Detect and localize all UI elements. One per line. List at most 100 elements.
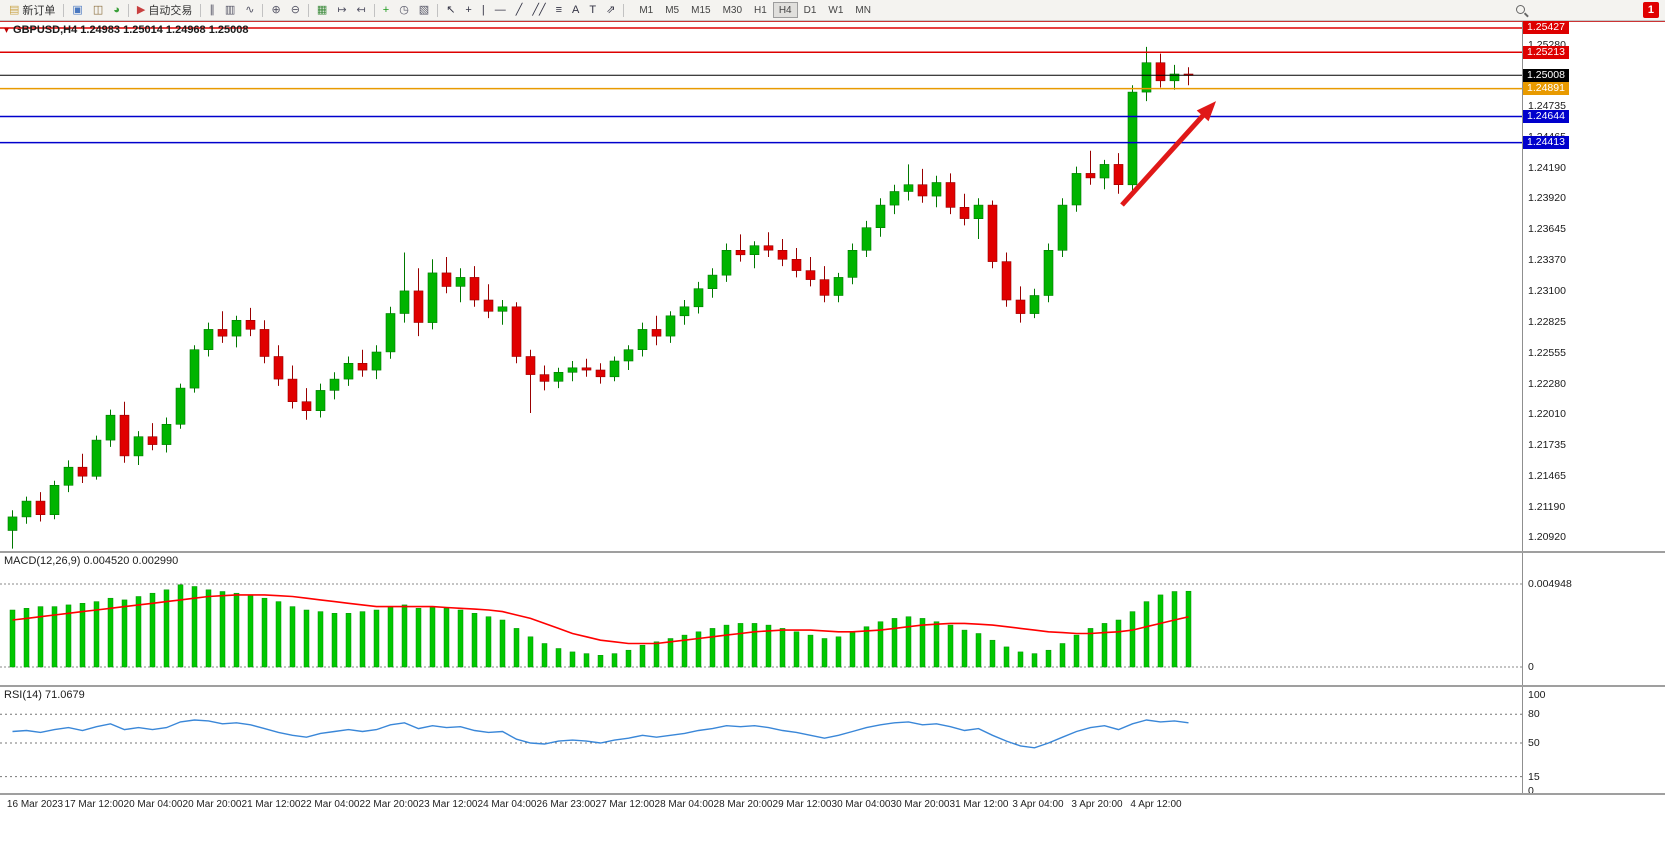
macd-axis[interactable]: 0.004948 0 [1522,553,1665,685]
auto-scroll-button[interactable]: ↦ [332,2,351,19]
time-axis[interactable]: 16 Mar 2023 17 Mar 12:00 20 Mar 04:00 20 Ma… [0,795,1665,819]
candle [273,356,284,380]
timeframe-button-d1[interactable]: D1 [803,4,817,16]
price-tick: 1.22010 [1528,408,1566,420]
timeframe-button-m5[interactable]: M5 [665,4,680,16]
timeframe-button-m30[interactable]: M30 [722,4,743,16]
time-label: 22 Mar 20:00 [359,799,419,810]
timeframe-button-m1[interactable]: M1 [639,4,654,16]
candle [945,182,956,208]
channel-icon: ╱╱ [532,3,546,16]
macd-bar [219,591,226,668]
candle [161,423,172,445]
time-label: 20 Mar 04:00 [123,799,183,810]
text-label-button[interactable]: T [584,2,601,19]
panel-divider[interactable] [0,685,1665,687]
timeframe-button-w1[interactable]: W1 [828,4,844,16]
price-tick: 1.23920 [1528,192,1566,204]
rsi-panel[interactable]: RSI(14) 71.0679 100 80 50 15 0 [0,687,1665,797]
market-watch-button[interactable]: ◕ [108,2,125,19]
candle [819,279,830,296]
main-chart-panel[interactable]: ▾ GBPUSD,H4 1.24983 1.25014 1.24968 1.25… [0,21,1665,551]
macd-bar [835,636,842,668]
candle [777,250,788,260]
candlestick-chart[interactable] [0,22,1522,551]
periods-button[interactable]: ◷ [394,2,414,19]
time-label: 4 Apr 12:00 [1130,799,1182,810]
price-tick: 1.20920 [1528,531,1566,543]
candle [1169,73,1180,82]
macd-bar [485,616,492,668]
macd-bar [555,648,562,668]
timeframe-button-mn[interactable]: MN [855,4,871,16]
bar-chart-button[interactable]: ∥ [204,2,220,19]
notification-badge[interactable]: 1 [1642,2,1659,18]
crosshair-button[interactable]: + [460,2,476,19]
autotrade-button[interactable]: ▶ 自动交易 [132,2,197,19]
macd-label: MACD(12,26,9) 0.004520 0.002990 [4,555,179,567]
candle [329,378,340,391]
time-label: 30 Mar 04:00 [831,799,891,810]
candle [483,299,494,312]
macd-signal-line [12,594,1189,645]
tile-windows-button[interactable]: ▦ [312,2,332,19]
candle [749,245,760,255]
macd-bar [443,608,450,668]
indicators-button[interactable]: + [378,2,394,19]
candlestick-chart-button[interactable]: ▥ [220,2,240,19]
macd-bar [359,611,366,668]
macd-bar [709,628,716,668]
horizontal-line-button[interactable]: — [490,2,511,19]
candle [1155,62,1166,82]
price-axis[interactable]: 1.252801.247351.244651.241901.239201.236… [1522,21,1665,551]
panel-divider[interactable] [0,551,1665,553]
line-chart-button[interactable]: ∿ [240,2,259,19]
candle [763,245,774,251]
candle [21,500,32,518]
search-icon[interactable] [1516,5,1525,14]
new-order-button[interactable]: ▤ 新订单 [4,2,60,19]
timeframe-button-m15[interactable]: M15 [691,4,711,16]
timeframe-button-h1[interactable]: H1 [754,4,767,16]
arrows-tool-button[interactable]: ⇗ [601,2,620,19]
candle [231,319,242,337]
timeframe-button-h4[interactable]: H4 [772,2,798,18]
panel-divider[interactable] [0,793,1665,795]
candle [539,374,550,382]
candle [1099,164,1110,179]
zoom-out-button[interactable]: ⊖ [286,2,305,19]
price-badge-1.24891: 1.24891 [1523,82,1569,95]
cursor-button[interactable]: ↖ [441,2,460,19]
templates-button[interactable]: ▧ [414,2,434,19]
macd-bar [261,597,268,668]
vertical-line-button[interactable]: | [477,2,490,19]
trend-arrow[interactable] [1120,112,1206,207]
time-label: 17 Mar 12:00 [64,799,124,810]
shapes-button[interactable]: A [567,2,584,19]
candle [1085,173,1096,179]
chart-shift-button[interactable]: ↤ [352,2,371,19]
rsi-axis[interactable]: 100 80 50 15 0 [1522,687,1665,797]
candle [1071,173,1082,206]
rsi-axis-tick: 80 [1528,708,1540,720]
trendline-button[interactable]: ╱ [511,2,528,19]
macd-bar [1003,646,1010,668]
fibonacci-button[interactable]: ≡ [551,2,567,19]
macd-bar [821,638,828,668]
channel-button[interactable]: ╱╱ [527,2,550,19]
price-tick: 1.22280 [1528,378,1566,390]
macd-bar [639,644,646,668]
price-badge-1.24644: 1.24644 [1523,110,1569,123]
macd-panel[interactable]: MACD(12,26,9) 0.004520 0.002990 0.004948… [0,553,1665,685]
macd-bar [1185,590,1192,668]
candle [721,250,732,276]
candle [889,191,900,206]
time-label: 28 Mar 04:00 [654,799,714,810]
macd-bar [107,597,114,668]
profiles-button[interactable]: ◫ [88,2,108,19]
charts-window-button[interactable]: ▣ [67,2,87,19]
zoom-in-button[interactable]: ⊕ [266,2,285,19]
candle [553,371,564,382]
macd-bar [163,589,170,668]
macd-bar [275,601,282,668]
